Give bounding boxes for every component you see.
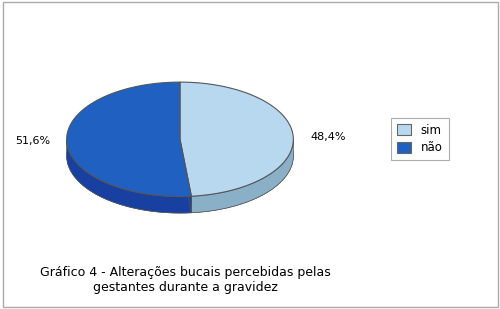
Ellipse shape: [66, 99, 294, 213]
Text: Gráfico 4 - Alterações bucais percebidas pelas
gestantes durante a gravidez: Gráfico 4 - Alterações bucais percebidas…: [40, 266, 331, 294]
Polygon shape: [66, 82, 192, 197]
Polygon shape: [180, 82, 294, 196]
Text: 51,6%: 51,6%: [14, 136, 50, 146]
Polygon shape: [192, 139, 294, 213]
Text: 48,4%: 48,4%: [310, 133, 346, 142]
Polygon shape: [66, 140, 192, 213]
Polygon shape: [180, 139, 192, 213]
Polygon shape: [180, 139, 192, 213]
Legend: sim, não: sim, não: [392, 118, 448, 160]
